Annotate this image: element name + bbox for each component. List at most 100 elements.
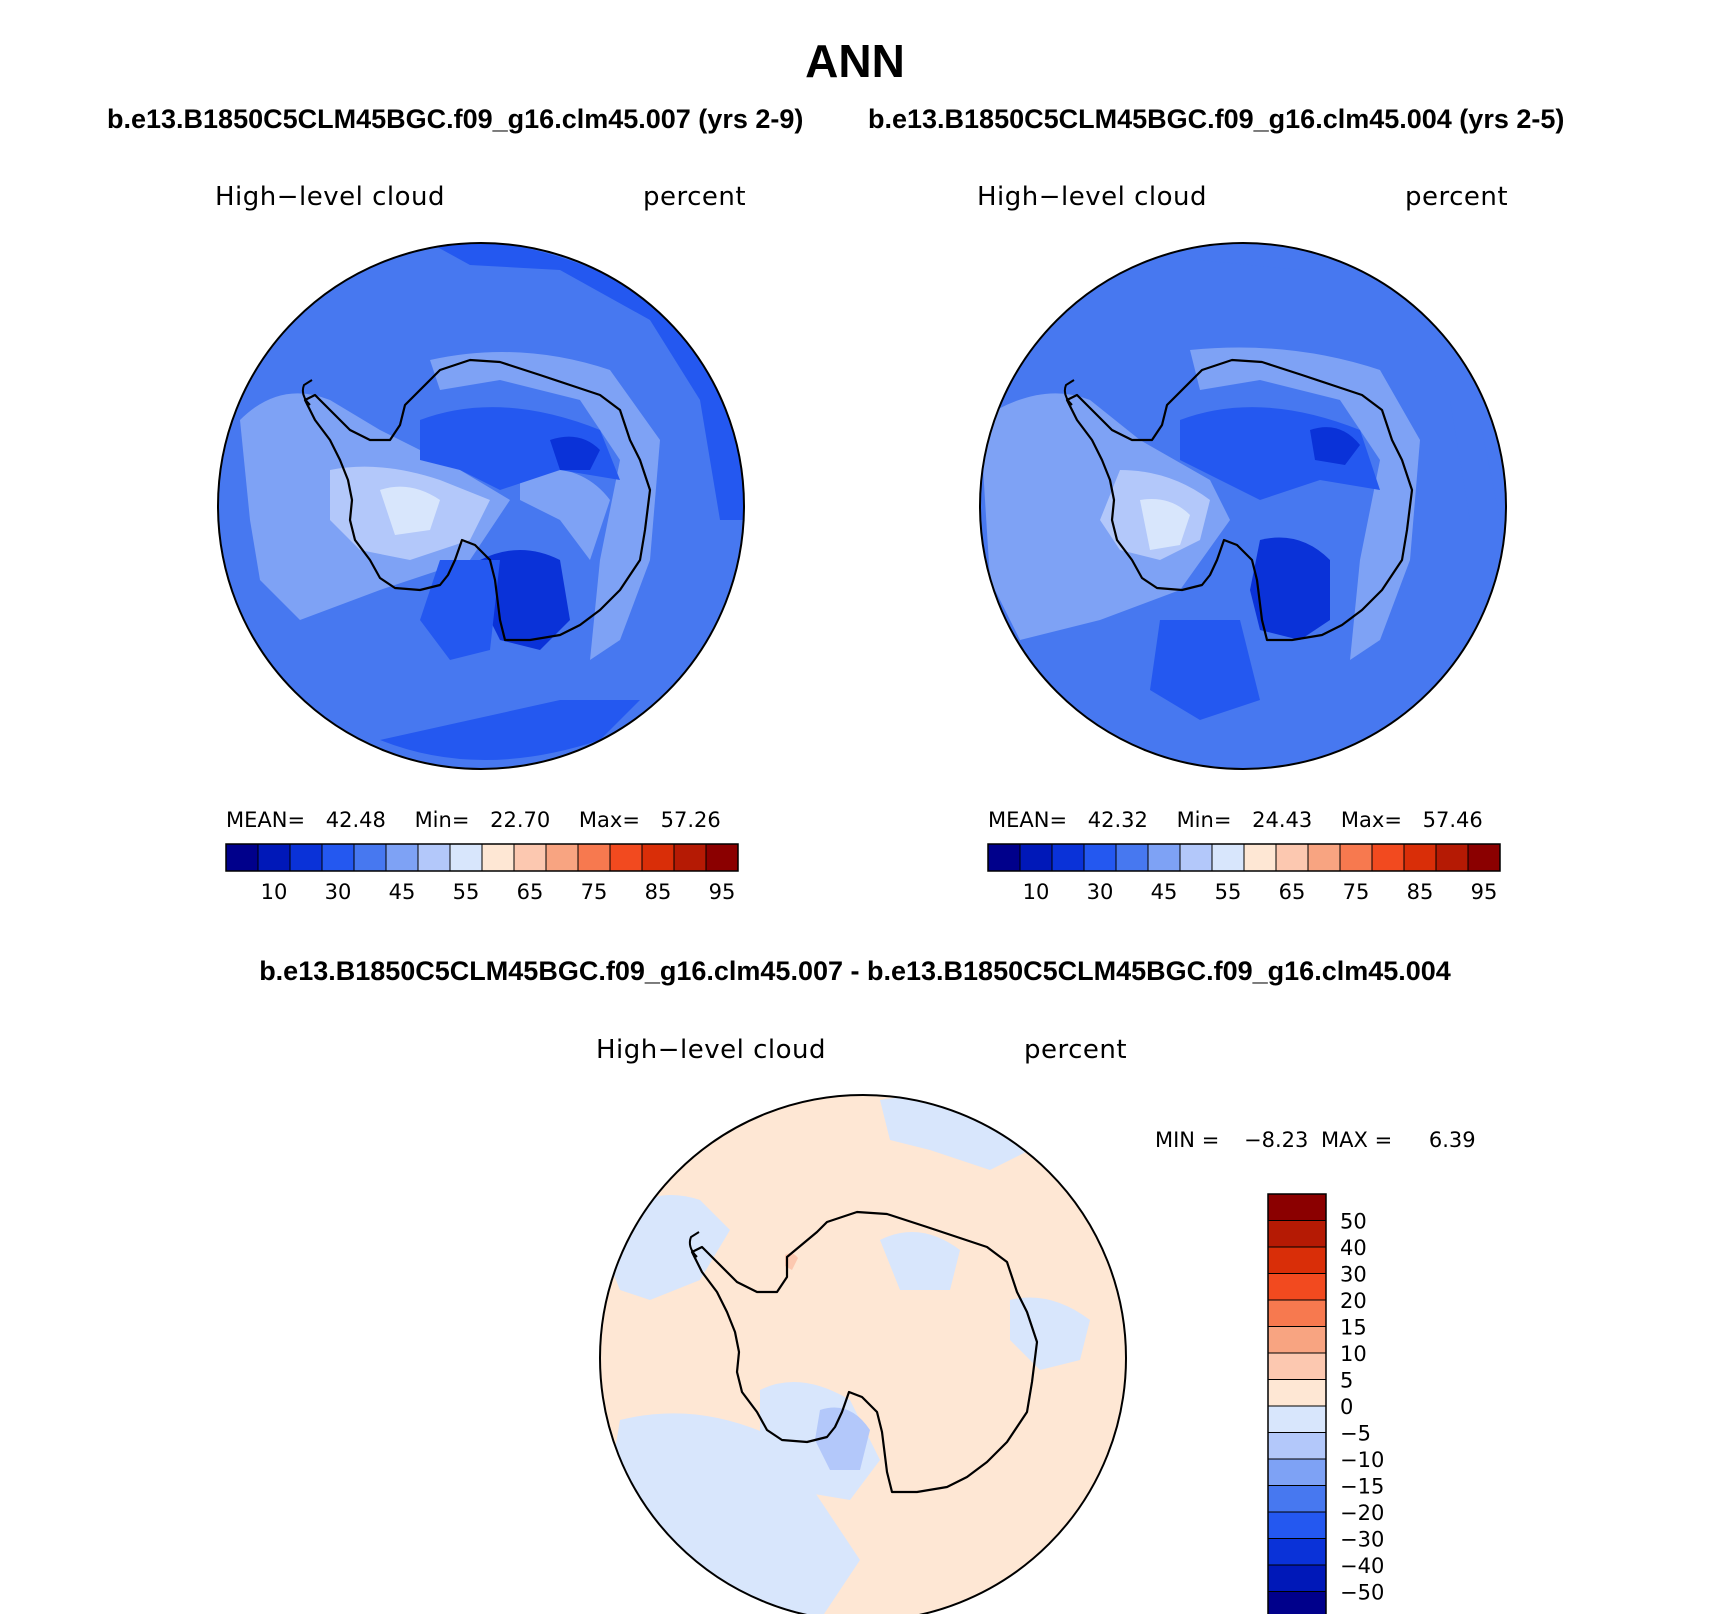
colorbar-3-tick-label: −20 bbox=[1340, 1501, 1384, 1525]
colorbar-1-tick-label: 85 bbox=[645, 880, 672, 904]
map-1-field-band-s bbox=[380, 700, 640, 760]
colorbar-2-swatch bbox=[1115, 843, 1149, 872]
colorbar-3-swatch bbox=[1267, 1405, 1327, 1433]
colorbar-1-swatch bbox=[225, 843, 259, 872]
colorbar-1-tick-label: 10 bbox=[261, 880, 288, 904]
map-3-peninsula-tip bbox=[688, 1231, 700, 1258]
colorbar-1-tick-label: 30 bbox=[325, 880, 352, 904]
colorbar-1-swatch bbox=[609, 843, 643, 872]
map-2-field-darkest-interior-n bbox=[1310, 427, 1360, 465]
colorbar-3-swatch bbox=[1267, 1326, 1327, 1354]
colorbar-1-tick-label: 65 bbox=[517, 880, 544, 904]
colorbar-1-swatch bbox=[417, 843, 451, 872]
colorbar-2-swatch bbox=[1275, 843, 1309, 872]
colorbar-2-tick-label: 75 bbox=[1343, 880, 1370, 904]
colorbar-2-swatch bbox=[1339, 843, 1373, 872]
colorbar-3-tick-label: −10 bbox=[1340, 1448, 1384, 1472]
colorbar-2-tick-label: 95 bbox=[1471, 880, 1498, 904]
map-panel-1 bbox=[218, 243, 744, 769]
panel-2-units: percent bbox=[1405, 182, 1509, 212]
colorbar-2-swatch bbox=[1211, 843, 1245, 872]
colorbar-3-tick-label: 40 bbox=[1340, 1236, 1367, 1260]
map-1-antarctica-coastline bbox=[303, 358, 652, 642]
colorbar-2-swatch bbox=[1435, 843, 1469, 872]
panel-3-min-label: MIN = bbox=[1155, 1128, 1220, 1152]
map-1-field-band-ne bbox=[430, 243, 744, 520]
panel-2-min-value: 24.43 bbox=[1252, 808, 1313, 832]
colorbar-3-tick-label: 30 bbox=[1340, 1263, 1367, 1287]
map-3-field-negative-interior bbox=[880, 1232, 960, 1290]
colorbar-1-swatch bbox=[449, 843, 483, 872]
map-1-field-lightest-west bbox=[380, 486, 440, 535]
map-1-peninsula-tip bbox=[301, 379, 313, 406]
panel-1-variable: High−level cloud bbox=[215, 182, 446, 212]
colorbar-1: 10 30 45 55 65 75 85 95 bbox=[225, 843, 739, 904]
colorbar-3-tick-label: −15 bbox=[1340, 1475, 1384, 1499]
panel-3-min-value: −8.23 bbox=[1243, 1128, 1309, 1152]
map-2-field-ross-region bbox=[1150, 620, 1260, 720]
colorbar-2-swatch bbox=[1051, 843, 1085, 872]
colorbar-3-swatch bbox=[1267, 1458, 1327, 1486]
map-1-border bbox=[217, 242, 745, 770]
colorbar-2-tick-label: 10 bbox=[1023, 880, 1050, 904]
panel-2-min-label: Min= bbox=[1176, 808, 1232, 832]
colorbar-1-tick-label: 45 bbox=[389, 880, 416, 904]
colorbar-2-tick-label: 55 bbox=[1215, 880, 1242, 904]
colorbar-2-swatch bbox=[1147, 843, 1181, 872]
colorbar-2-swatch bbox=[1019, 843, 1053, 872]
colorbar-1-swatch bbox=[513, 843, 547, 872]
panel-2-mean-label: MEAN= bbox=[988, 808, 1068, 832]
colorbar-1-swatch bbox=[545, 843, 579, 872]
map-2-antarctica-coastline bbox=[1065, 358, 1414, 642]
panel-1-max-value: 57.26 bbox=[660, 808, 721, 832]
colorbar-2-swatch bbox=[1083, 843, 1117, 872]
map-panel-3 bbox=[600, 1095, 1126, 1614]
colorbar-3-swatch bbox=[1267, 1273, 1327, 1301]
colorbar-3-tick-label: −50 bbox=[1340, 1581, 1384, 1605]
map-panel-2 bbox=[980, 243, 1506, 769]
colorbar-1-swatch bbox=[353, 843, 387, 872]
map-3-field-negative-east bbox=[1010, 1297, 1090, 1370]
colorbar-3-tick-label: 0 bbox=[1340, 1395, 1353, 1419]
colorbar-2: 10 30 45 55 65 75 85 95 bbox=[987, 843, 1501, 904]
colorbar-3-swatch bbox=[1267, 1485, 1327, 1513]
map-1-field-light-east-inner bbox=[520, 468, 610, 560]
colorbar-2-tick-label: 65 bbox=[1279, 880, 1306, 904]
map-3-antarctica-coastline bbox=[690, 1210, 1039, 1494]
map-1-field-darkest-interior-s bbox=[480, 550, 570, 650]
colorbar-1-swatch bbox=[385, 843, 419, 872]
colorbar-3-swatch bbox=[1267, 1511, 1327, 1539]
colorbar-2-tick-label: 30 bbox=[1087, 880, 1114, 904]
panel-2-max-value: 57.46 bbox=[1422, 808, 1483, 832]
panel-3-max-label: MAX = bbox=[1321, 1128, 1393, 1152]
colorbar-1-swatch bbox=[321, 843, 355, 872]
colorbar-1-swatch bbox=[705, 843, 739, 872]
panel-1-mean-label: MEAN= bbox=[226, 808, 306, 832]
panel-2-variable: High−level cloud bbox=[977, 182, 1208, 212]
colorbar-3-frame bbox=[1267, 1193, 1327, 1614]
map-1-field-light-east-arc bbox=[430, 352, 660, 660]
map-2-peninsula-tip bbox=[1063, 379, 1075, 406]
panel-2-max-label: Max= bbox=[1340, 808, 1402, 832]
colorbar-2-swatch bbox=[987, 843, 1021, 872]
colorbar-2-swatch bbox=[1243, 843, 1277, 872]
colorbar-3-tick-label: 20 bbox=[1340, 1289, 1367, 1313]
figure-title: ANN bbox=[805, 35, 905, 87]
panel-1-mean-value: 42.48 bbox=[325, 808, 386, 832]
map-2-border bbox=[979, 242, 1507, 770]
map-1-field-darkest-interior-n bbox=[550, 436, 600, 470]
panel-1-max-label: Max= bbox=[578, 808, 640, 832]
colorbar-1-tick-label: 75 bbox=[581, 880, 608, 904]
colorbar-3-swatch bbox=[1267, 1432, 1327, 1460]
colorbar-2-swatch bbox=[1403, 843, 1437, 872]
map-3-field-negative-ross-inner bbox=[815, 1407, 870, 1470]
colorbar-1-swatch bbox=[257, 843, 291, 872]
colorbar-1-swatch bbox=[481, 843, 515, 872]
map-2-field-light-east-arc bbox=[1190, 347, 1420, 660]
colorbar-1-tick-label: 55 bbox=[453, 880, 480, 904]
case-a-title: b.e13.B1850C5CLM45BGC.f09_g16.clm45.007 … bbox=[107, 104, 804, 134]
colorbar-1-frame bbox=[225, 843, 739, 872]
panel-2-mean-value: 42.32 bbox=[1087, 808, 1148, 832]
